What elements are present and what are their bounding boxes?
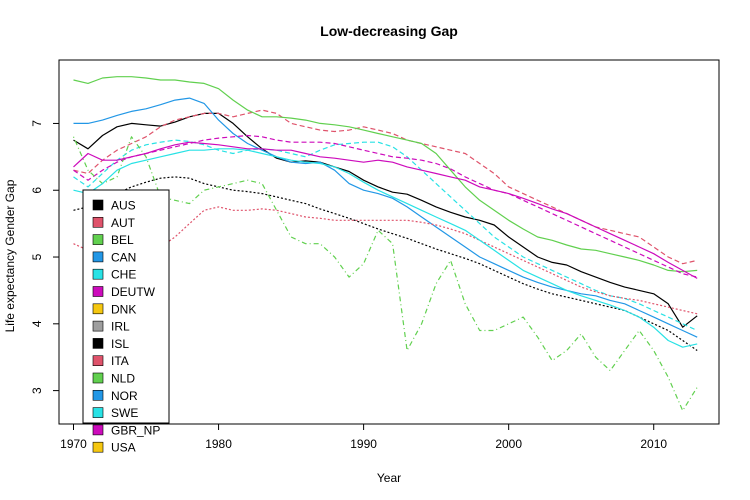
legend-label: IRL (111, 320, 130, 334)
y-tick-label: 7 (30, 120, 44, 127)
legend-swatch (92, 199, 104, 211)
legend-label: NLD (111, 372, 135, 386)
legend-label: BEL (111, 233, 134, 247)
series-line-aut (73, 109, 698, 265)
legend-label: ITA (111, 354, 129, 368)
series-line-ita (73, 206, 698, 315)
legend-swatch (92, 407, 104, 418)
series-line-gbr_np (73, 141, 698, 279)
legend-swatch (92, 303, 104, 315)
y-tick-label: 4 (30, 320, 44, 327)
series-line-swe (73, 148, 698, 348)
x-axis: 1970 1980 1990 2000 2010 (60, 423, 667, 451)
legend-swatch (92, 424, 104, 436)
y-tick-label: 3 (30, 387, 44, 394)
legend-swatch (92, 320, 104, 332)
legend-label: AUS (111, 199, 136, 213)
x-tick-label: 2010 (640, 437, 667, 451)
legend-swatch (92, 217, 104, 228)
chart-title: Low-decreasing Gap (320, 23, 458, 39)
y-axis-label: Life expectancy Gender Gap (3, 179, 17, 332)
legend-swatch (92, 234, 104, 245)
y-axis: 3 4 5 6 7 (30, 120, 60, 394)
legend-label: DNK (111, 302, 136, 316)
legend-swatch (92, 268, 104, 280)
legend: AUS AUT BEL CAN CHE DEUTW DNK IRL ISL ITA NLD NOR SW… (82, 189, 170, 455)
legend-swatch (92, 286, 104, 297)
legend-label: SWE (111, 406, 138, 420)
series-line-aus (73, 112, 698, 328)
legend-label: AUT (111, 216, 136, 230)
x-tick-label: 1980 (205, 437, 232, 451)
series-line-isl (73, 176, 698, 351)
legend-swatch (92, 372, 104, 384)
series-line-nld (72, 136, 698, 412)
legend-label: GBR_NP (111, 423, 160, 437)
y-tick-label: 5 (30, 253, 44, 260)
legend-label: CAN (111, 250, 136, 264)
legend-swatch (92, 389, 104, 401)
legend-label: USA (111, 441, 136, 455)
legend-label: CHE (111, 268, 136, 282)
series-line-che (73, 139, 698, 332)
x-tick-label: 1970 (60, 437, 87, 451)
series-line-deutw (73, 134, 698, 278)
x-tick-label: 1990 (350, 437, 377, 451)
series-line-can (73, 97, 698, 338)
legend-swatch (92, 355, 104, 367)
legend-label: ISL (111, 337, 129, 351)
legend-label: DEUTW (111, 285, 156, 299)
y-tick-label: 6 (30, 187, 44, 194)
legend-swatch (92, 338, 104, 349)
legend-label: NOR (111, 389, 138, 403)
x-tick-label: 2000 (495, 437, 522, 451)
legend-swatch (92, 441, 104, 453)
x-axis-label: Year (377, 471, 401, 485)
series-line-bel (73, 76, 698, 273)
legend-swatch (92, 251, 104, 263)
plot-lines (72, 76, 698, 412)
